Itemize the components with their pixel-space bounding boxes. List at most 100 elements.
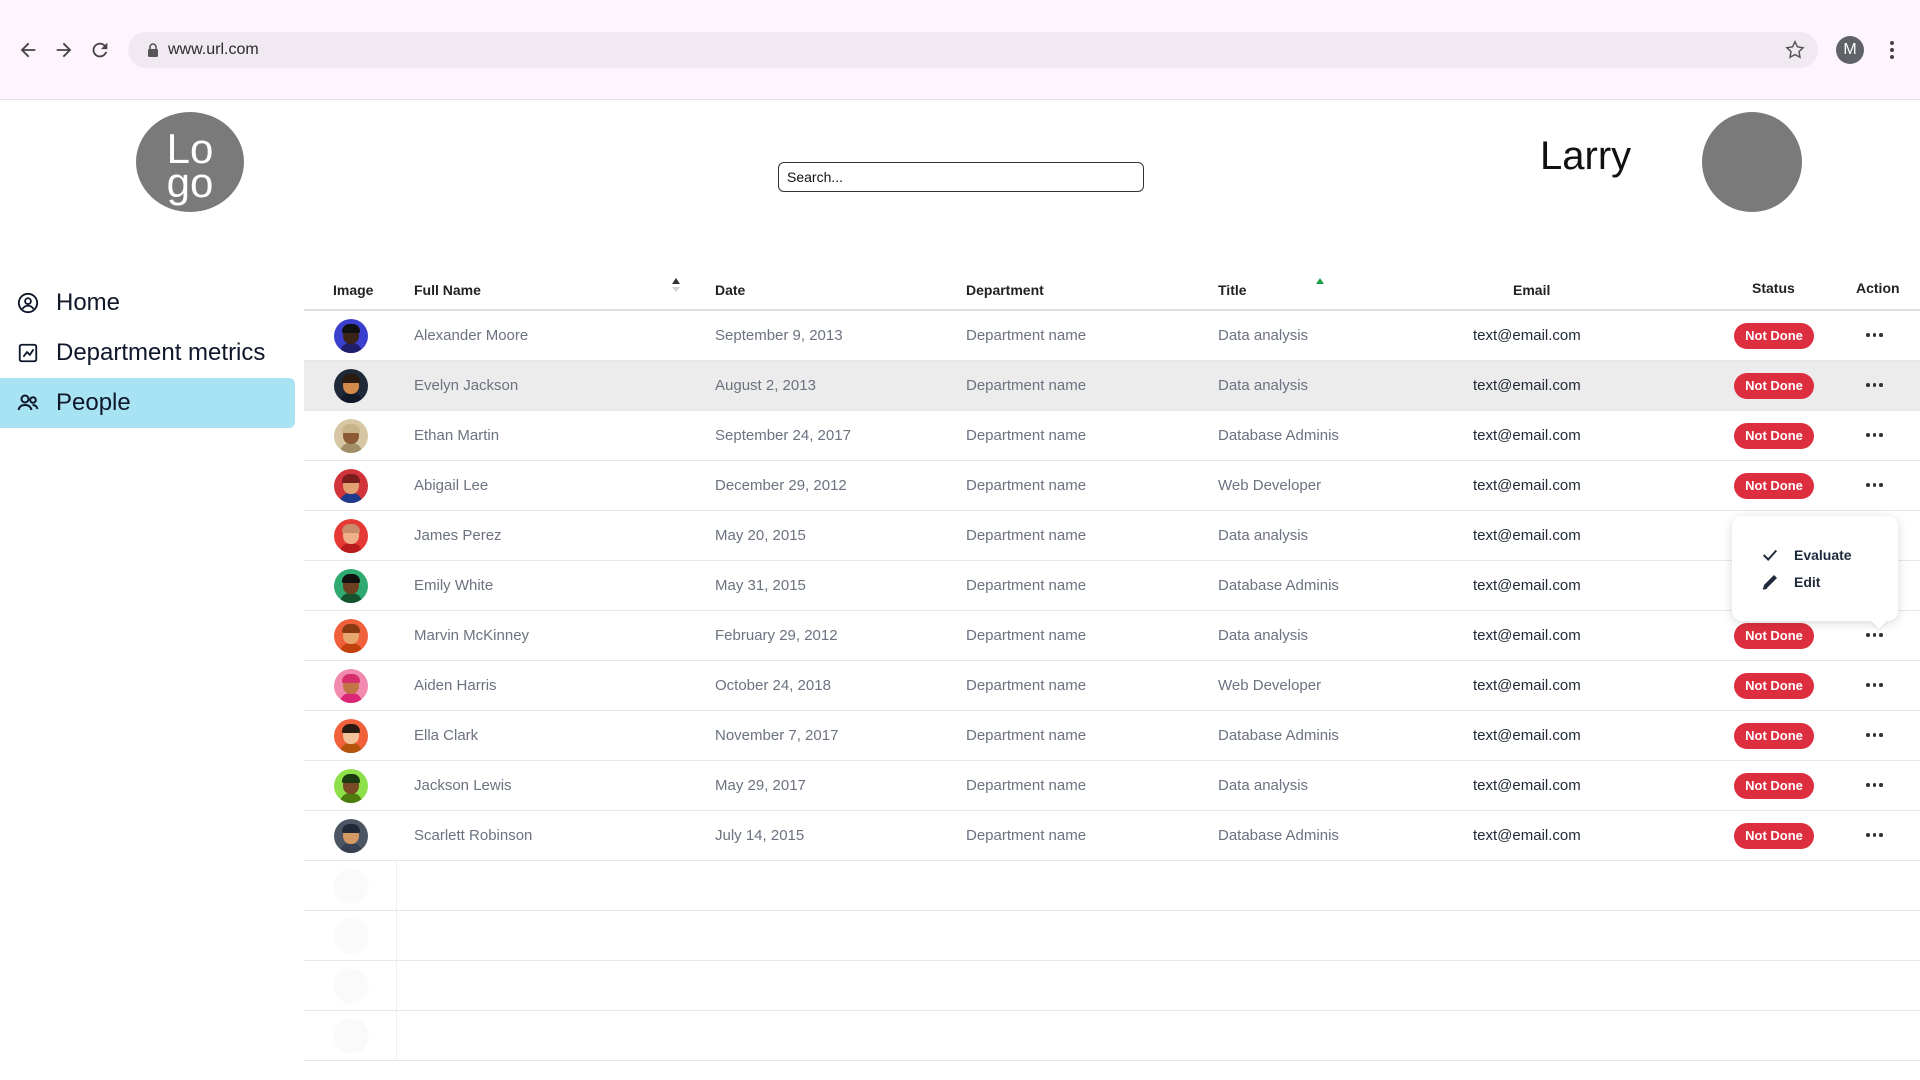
- status-badge: Not Done: [1734, 723, 1814, 749]
- more-actions-icon[interactable]: [1866, 479, 1884, 491]
- sort-desc-icon[interactable]: [672, 287, 680, 292]
- cell-department: Department name: [966, 777, 1087, 794]
- table-row[interactable]: Aiden Harris October 24, 2018 Department n…: [304, 661, 1920, 711]
- table-row[interactable]: James Perez May 20, 2015 Department name Da…: [304, 511, 1920, 561]
- cell-full-name: Jackson Lewis: [414, 777, 512, 794]
- sort-asc-icon[interactable]: [672, 278, 680, 284]
- forward-arrow-icon[interactable]: [50, 36, 78, 64]
- person-avatar: [334, 719, 368, 753]
- cell-email: text@email.com: [1473, 827, 1581, 844]
- more-actions-icon[interactable]: [1866, 429, 1884, 441]
- sidebar: Home Department metrics People: [0, 278, 295, 428]
- people-icon: [16, 391, 40, 415]
- pencil-icon: [1760, 572, 1780, 592]
- column-header-email[interactable]: Email: [1513, 282, 1551, 298]
- cell-full-name: Ethan Martin: [414, 427, 500, 444]
- status-badge: Not Done: [1734, 423, 1814, 449]
- table-row[interactable]: Ella Clark November 7, 2017 Department nam…: [304, 711, 1920, 761]
- reload-icon[interactable]: [86, 36, 114, 64]
- table-row[interactable]: Ethan Martin September 24, 2017 Department…: [304, 411, 1920, 461]
- back-arrow-icon[interactable]: [14, 36, 42, 64]
- cell-date: July 14, 2015: [715, 827, 805, 844]
- cell-email: text@email.com: [1473, 627, 1581, 644]
- cell-department: Department name: [966, 827, 1087, 844]
- more-actions-icon[interactable]: [1866, 629, 1884, 641]
- browser-toolbar: www.url.com M: [0, 0, 1920, 100]
- person-avatar: [334, 319, 368, 353]
- more-actions-icon[interactable]: [1866, 329, 1884, 341]
- menu-item-edit[interactable]: Edit: [1760, 571, 1820, 593]
- cell-full-name: Ella Clark: [414, 727, 479, 744]
- bookmark-star-icon[interactable]: [1784, 39, 1806, 61]
- logo-text-line1: Lo: [166, 125, 214, 172]
- table-row[interactable]: Scarlett Robinson July 14, 2015 Department…: [304, 811, 1920, 861]
- cell-date: May 31, 2015: [715, 577, 806, 594]
- cell-email: text@email.com: [1473, 327, 1581, 344]
- sidebar-item-people[interactable]: People: [0, 378, 295, 428]
- cell-date: September 24, 2017: [715, 427, 851, 444]
- column-header-full-name[interactable]: Full Name: [414, 282, 481, 298]
- cell-title: Data analysis: [1218, 377, 1309, 394]
- url-text: www.url.com: [168, 41, 259, 58]
- more-actions-icon[interactable]: [1866, 779, 1884, 791]
- table-row[interactable]: Jackson Lewis May 29, 2017 Department name…: [304, 761, 1920, 811]
- cell-date: October 24, 2018: [715, 677, 831, 694]
- cell-full-name: Scarlett Robinson: [414, 827, 533, 844]
- chart-icon: [16, 341, 40, 365]
- column-header-department[interactable]: Department: [966, 282, 1044, 298]
- status-badge: Not Done: [1734, 373, 1814, 399]
- table-row[interactable]: Evelyn Jackson August 2, 2013 Department n…: [304, 361, 1920, 411]
- column-header-image: Image: [333, 282, 374, 298]
- cell-email: text@email.com: [1473, 427, 1581, 444]
- logo-text-line2: go: [166, 159, 214, 206]
- cell-full-name: Emily White: [414, 577, 494, 594]
- person-avatar: [334, 769, 368, 803]
- cell-date: November 7, 2017: [715, 727, 839, 744]
- column-header-date[interactable]: Date: [715, 282, 746, 298]
- column-header-title[interactable]: Title: [1218, 282, 1247, 298]
- table-row[interactable]: Alexander Moore September 9, 2013 Departme…: [304, 311, 1920, 361]
- cell-department: Department name: [966, 627, 1087, 644]
- status-badge: Not Done: [1734, 323, 1814, 349]
- cell-department: Department name: [966, 727, 1087, 744]
- title-sort-indicator-icon[interactable]: [1316, 278, 1324, 284]
- table-header: Image Full Name Date Department Title Em…: [304, 270, 1920, 311]
- more-actions-icon[interactable]: [1866, 379, 1884, 391]
- column-header-status[interactable]: Status: [1752, 280, 1795, 296]
- search-input[interactable]: [778, 162, 1144, 192]
- more-actions-icon[interactable]: [1866, 679, 1884, 691]
- status-badge: Not Done: [1734, 623, 1814, 649]
- more-actions-icon[interactable]: [1866, 829, 1884, 841]
- cell-email: text@email.com: [1473, 777, 1581, 794]
- sidebar-item-home[interactable]: Home: [0, 278, 295, 328]
- cell-title: Data analysis: [1218, 327, 1309, 344]
- browser-menu-icon[interactable]: [1880, 36, 1904, 64]
- address-bar[interactable]: www.url.com: [128, 32, 1818, 68]
- status-badge: Not Done: [1734, 773, 1814, 799]
- table-body: Alexander Moore September 9, 2013 Departme…: [304, 311, 1920, 861]
- empty-table-row: [304, 861, 1920, 911]
- more-actions-icon[interactable]: [1866, 729, 1884, 741]
- cell-email: text@email.com: [1473, 727, 1581, 744]
- status-badge: Not Done: [1734, 823, 1814, 849]
- cell-title: Database Adminis: [1218, 427, 1339, 444]
- check-icon: [1760, 545, 1780, 565]
- column-header-action: Action: [1856, 280, 1900, 296]
- table-row[interactable]: Marvin McKinney February 29, 2012 Departme…: [304, 611, 1920, 661]
- cell-email: text@email.com: [1473, 477, 1581, 494]
- sidebar-item-label: Home: [56, 289, 121, 316]
- sidebar-item-label: People: [56, 389, 131, 416]
- avatar-placeholder: [334, 919, 368, 953]
- table-row[interactable]: Abigail Lee December 29, 2012 Department n…: [304, 461, 1920, 511]
- sidebar-item-department-metrics[interactable]: Department metrics: [0, 328, 295, 378]
- cell-date: December 29, 2012: [715, 477, 847, 494]
- menu-item-evaluate[interactable]: Evaluate: [1760, 544, 1852, 566]
- user-avatar[interactable]: [1702, 112, 1802, 212]
- table-row[interactable]: Emily White May 31, 2015 Department name Da…: [304, 561, 1920, 611]
- avatar-placeholder: [334, 1019, 368, 1053]
- person-avatar: [334, 519, 368, 553]
- cell-department: Department name: [966, 427, 1087, 444]
- cell-department: Department name: [966, 677, 1087, 694]
- browser-profile-avatar[interactable]: M: [1836, 36, 1864, 64]
- people-table: Image Full Name Date Department Title Em…: [304, 270, 1920, 1061]
